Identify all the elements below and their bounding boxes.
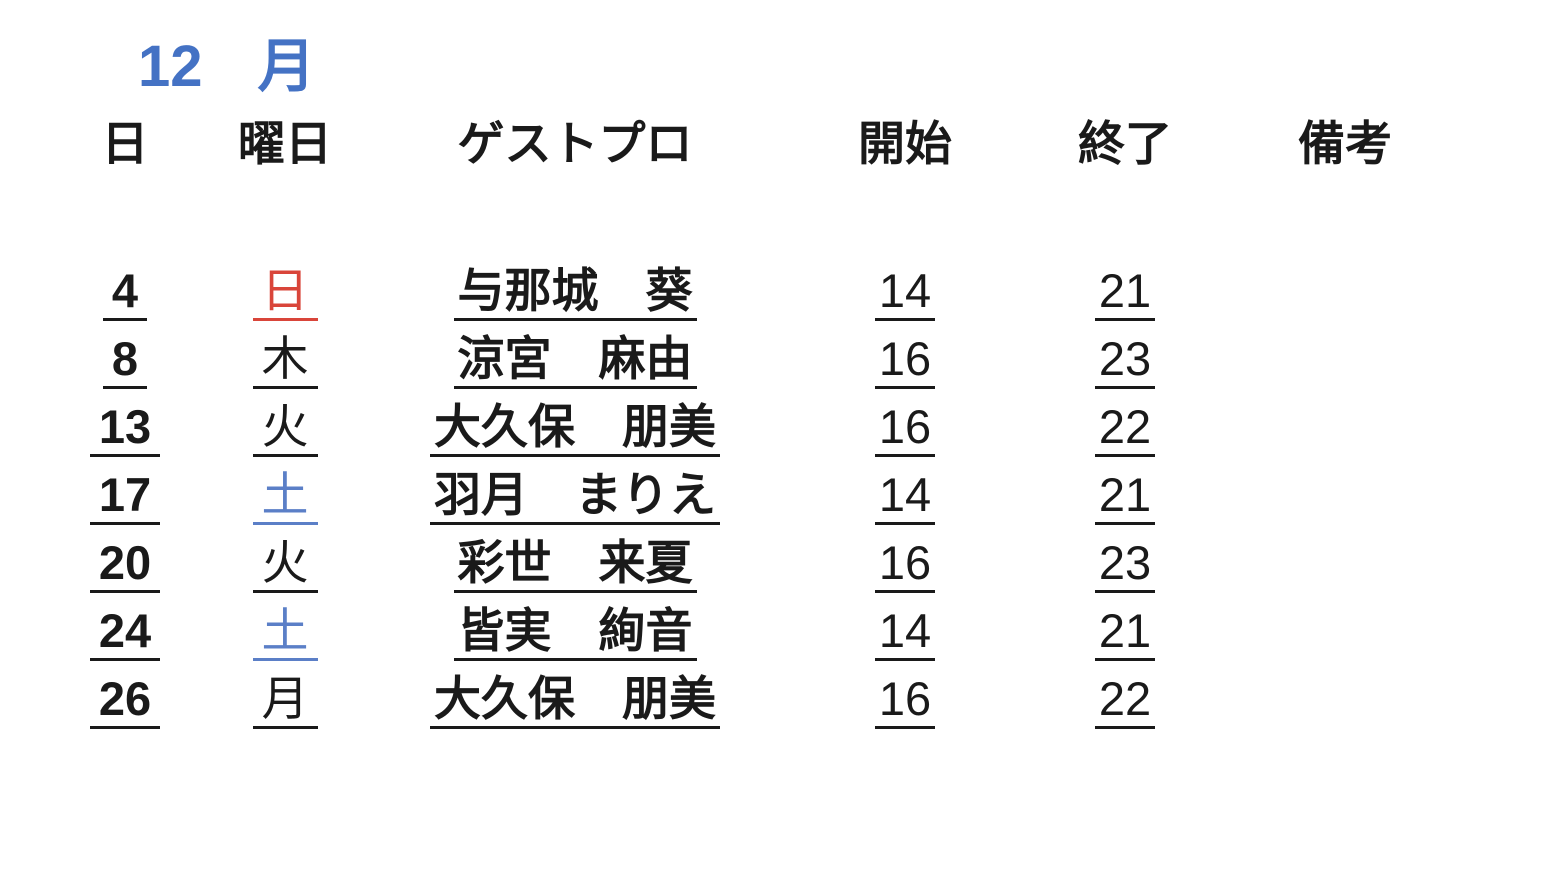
day-cell: 20 (40, 539, 210, 593)
guest-cell: 皆実 絢音 (360, 607, 790, 661)
day-cell: 4 (40, 267, 210, 321)
header-end: 終了 (1078, 117, 1172, 170)
month-label: 月 (257, 34, 316, 99)
month-number: 12 (138, 34, 203, 99)
end-cell: 22 (1020, 403, 1230, 457)
header-start: 開始 (858, 117, 952, 170)
guest-cell: 与那城 葵 (360, 267, 790, 321)
weekday-cell: 日 (210, 267, 360, 321)
notes-cell (1230, 611, 1460, 658)
table-row: 26 月 大久保 朋美 16 22 (40, 668, 1460, 736)
day-cell: 13 (40, 403, 210, 457)
notes-cell (1230, 407, 1460, 454)
page-title: 12 月 (138, 38, 316, 96)
table-body: 4 日 与那城 葵 14 21 8 木 涼宮 麻由 16 23 13 火 大久保… (40, 260, 1460, 736)
start-cell: 16 (790, 675, 1020, 729)
header-day: 日 (101, 117, 149, 170)
table-row: 24 土 皆実 絢音 14 21 (40, 600, 1460, 668)
guest-cell: 彩世 来夏 (360, 539, 790, 593)
end-cell: 21 (1020, 471, 1230, 525)
guest-cell: 涼宮 麻由 (360, 335, 790, 389)
end-cell: 21 (1020, 607, 1230, 661)
notes-cell (1230, 543, 1460, 590)
notes-cell (1230, 339, 1460, 386)
day-cell: 26 (40, 675, 210, 729)
weekday-cell: 月 (210, 675, 360, 729)
table-row: 4 日 与那城 葵 14 21 (40, 260, 1460, 328)
guest-cell: 羽月 まりえ (360, 471, 790, 525)
day-cell: 8 (40, 335, 210, 389)
end-cell: 23 (1020, 335, 1230, 389)
start-cell: 16 (790, 539, 1020, 593)
header-guest: ゲストプロ (457, 117, 693, 170)
notes-cell (1230, 475, 1460, 522)
header-weekday: 曜日 (238, 117, 332, 170)
day-cell: 24 (40, 607, 210, 661)
table-row: 8 木 涼宮 麻由 16 23 (40, 328, 1460, 396)
end-cell: 22 (1020, 675, 1230, 729)
start-cell: 14 (790, 267, 1020, 321)
notes-cell (1230, 679, 1460, 726)
table-row: 17 土 羽月 まりえ 14 21 (40, 464, 1460, 532)
guest-cell: 大久保 朋美 (360, 675, 790, 729)
end-cell: 23 (1020, 539, 1230, 593)
start-cell: 14 (790, 607, 1020, 661)
guest-cell: 大久保 朋美 (360, 403, 790, 457)
notes-cell (1230, 271, 1460, 318)
header-notes: 備考 (1298, 117, 1392, 170)
weekday-cell: 火 (210, 539, 360, 593)
end-cell: 21 (1020, 267, 1230, 321)
weekday-cell: 土 (210, 471, 360, 525)
weekday-cell: 土 (210, 607, 360, 661)
weekday-cell: 木 (210, 335, 360, 389)
start-cell: 14 (790, 471, 1020, 525)
weekday-cell: 火 (210, 403, 360, 457)
start-cell: 16 (790, 403, 1020, 457)
start-cell: 16 (790, 335, 1020, 389)
day-cell: 17 (40, 471, 210, 525)
table-header: 日 曜日 ゲストプロ 開始 終了 備考 (40, 120, 1460, 167)
table-row: 20 火 彩世 来夏 16 23 (40, 532, 1460, 600)
table-row: 13 火 大久保 朋美 16 22 (40, 396, 1460, 464)
